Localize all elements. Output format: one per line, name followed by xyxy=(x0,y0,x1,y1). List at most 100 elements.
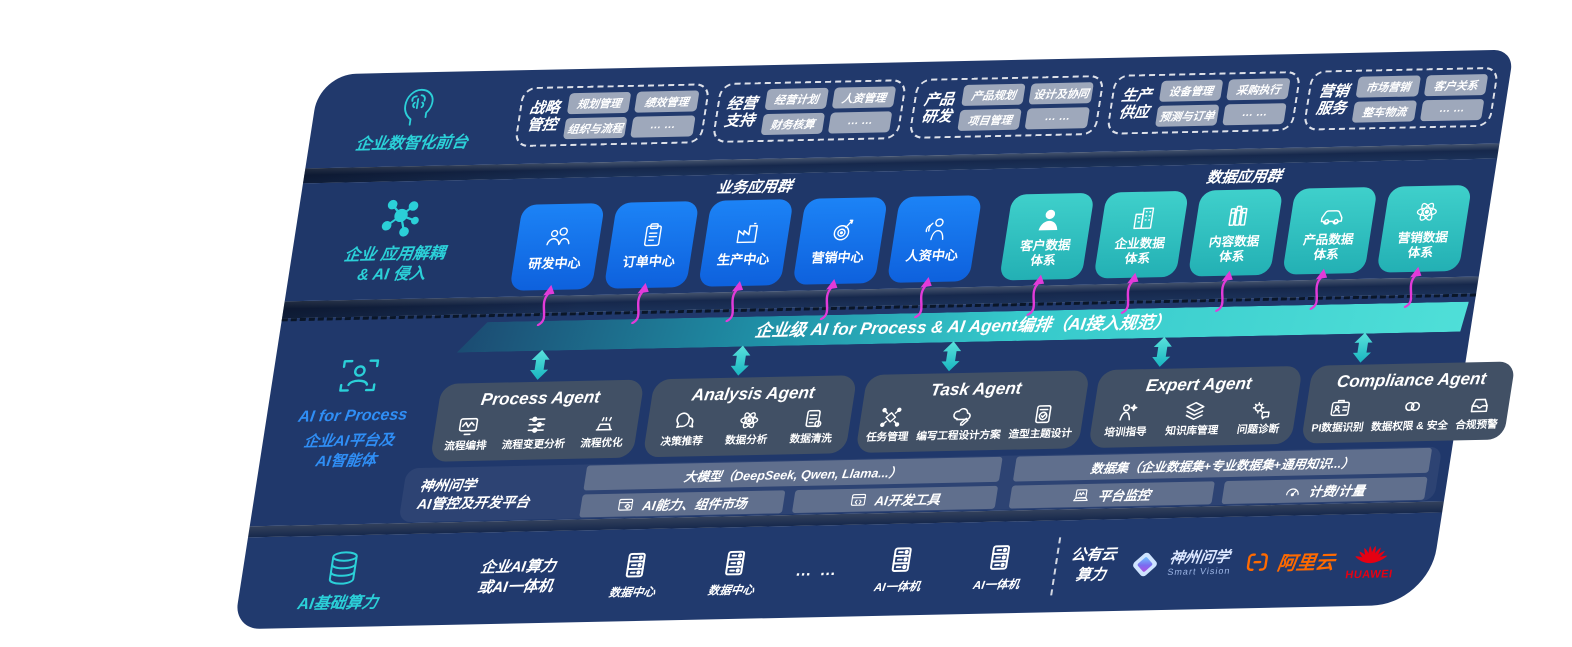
ai-capability-market-cell: AI能力、组件市场 xyxy=(579,490,786,518)
app-layer-label-block: 企业 应用解耦 & AI 侵入 xyxy=(285,179,509,301)
agent-capability: 数据清洗 xyxy=(789,407,837,445)
data-app-box: 产品数据 体系 xyxy=(1282,186,1378,275)
car-icon xyxy=(1316,199,1348,228)
agent-capability: 决策推荐 xyxy=(660,410,708,448)
server-icon xyxy=(718,548,753,579)
decision-chat-icon xyxy=(672,410,697,432)
platform-monitor-cell: 平台监控 xyxy=(1008,481,1215,509)
ai-platform-label-block: AI for Process 企业AI平台及 AI智能体 xyxy=(264,352,443,474)
agent-cards: Process Agent 流程编排 流程变更分析 流程优化 Analysis … xyxy=(429,361,1516,462)
group-supply: 生产 供应 设备管理 采购执行 预测与订单 … … xyxy=(1105,70,1303,135)
person-icon xyxy=(1033,205,1065,234)
group-title: 生产 供应 xyxy=(1117,86,1154,122)
id-card-icon xyxy=(1328,397,1353,419)
module-chip: 预测与订单 xyxy=(1154,104,1220,127)
group-marketing: 营销 服务 市场营销 客户关系 整车物流 … … xyxy=(1302,66,1500,131)
data-app-box: 企业数据 体系 xyxy=(1093,190,1190,279)
group-title: 产品 研发 xyxy=(920,90,956,126)
group-product: 产品 研发 产品规划 设计及协同 项目管理 … … xyxy=(908,75,1105,139)
cloud-pen-icon xyxy=(949,405,974,427)
business-app-box: 研发中心 xyxy=(509,203,606,291)
smartvision-diamond-icon xyxy=(1125,547,1164,582)
module-chip: … … xyxy=(630,115,696,138)
factory-icon xyxy=(731,218,763,247)
monitor-wave-icon xyxy=(456,415,481,437)
team-icon xyxy=(543,222,575,251)
target-icon xyxy=(826,216,858,245)
server-icon xyxy=(983,542,1018,573)
architecture-panel: 企业数智化前台 战略 管控 规划管理 绩效管理 组织与流程 … … 经营 支持 经营… xyxy=(233,49,1516,630)
module-chip: 整车物流 xyxy=(1352,100,1417,123)
datacenter-node: 数据中心 xyxy=(588,549,682,601)
huawei-flower-icon xyxy=(1354,539,1390,568)
module-chip: 规划管理 xyxy=(566,91,632,115)
ai-appliance-node: AI一体机 xyxy=(952,542,1046,594)
billing-metering-cell: 计费/计量 xyxy=(1221,476,1428,505)
data-app-box: 内容数据 体系 xyxy=(1187,188,1284,277)
business-app-box: 营销中心 xyxy=(792,197,889,285)
link-arrow-icon xyxy=(727,345,754,375)
app-layer-label: 企业 应用解耦 & AI 侵入 xyxy=(342,245,447,284)
agent-capability: 编写工程设计方案 xyxy=(915,404,1005,443)
front-office-label: 企业数智化前台 xyxy=(354,134,470,154)
enterprise-compute-label: 企业AI算力 或AI一体机 xyxy=(476,557,558,597)
layers-icon xyxy=(1182,400,1207,422)
agent-capability: 流程编排 xyxy=(443,415,491,453)
laptop-icon xyxy=(1072,487,1092,504)
task-nodes-icon xyxy=(878,406,903,428)
module-chip: … … xyxy=(1222,103,1288,126)
ellipsis-label: … … xyxy=(794,561,840,580)
alert-tray-icon xyxy=(1467,394,1492,416)
module-chip: 产品规划 xyxy=(961,83,1027,106)
ai-dev-tools-cell: AI开发工具 xyxy=(791,485,999,514)
compliance-agent-card: Compliance Agent PI数据识别 数据权限 & 安全 合规预警 xyxy=(1300,361,1516,444)
analysis-agent-card: Analysis Agent 决策推荐 数据分析 数据清洗 xyxy=(642,375,858,458)
module-chip: 绩效管理 xyxy=(634,90,700,113)
infra-label: AI基础算力 xyxy=(296,594,380,614)
module-chip: 人资管理 xyxy=(831,86,897,109)
database-icon xyxy=(320,548,366,589)
data-app-cluster: 数据应用群 客户数据 体系 企业数据 体系 内容数据 体系 xyxy=(988,161,1487,281)
gauge-icon xyxy=(1283,482,1303,499)
module-chip: 设备管理 xyxy=(1158,79,1224,102)
agent-capability: 合规预警 xyxy=(1454,394,1502,432)
doc-gear-icon xyxy=(801,408,826,430)
window-code-icon xyxy=(849,492,869,509)
front-office-label-block: 企业数智化前台 xyxy=(307,82,524,156)
module-chip: 市场营销 xyxy=(1355,75,1421,98)
agent-capability: 任务管理 xyxy=(865,406,913,444)
data-app-box: 营销数据 体系 xyxy=(1376,184,1473,273)
model-group: 大模型（DeepSeek, Qwen, Llama...） AI能力、组件市场 … xyxy=(579,456,1003,518)
link-arrow-icon xyxy=(1349,332,1376,362)
molecule-icon xyxy=(375,195,426,240)
module-chip: 客户关系 xyxy=(1423,73,1489,97)
agent-capability: 流程优化 xyxy=(579,412,627,450)
module-chip: 经营计划 xyxy=(764,87,829,111)
links-icon xyxy=(1400,395,1425,417)
group-strategy: 战略 管控 规划管理 绩效管理 组织与流程 … … xyxy=(513,83,711,148)
people-motion-icon xyxy=(920,214,952,243)
dev-platform-label: 神州问学 AI管控及开发平台 xyxy=(415,476,531,512)
public-cloud-label: 公有云 算力 xyxy=(1069,545,1118,584)
ai-platform-band: AI for Process 企业AI平台及 AI智能体 企业级 AI for P… xyxy=(249,293,1516,527)
business-app-box: 人资中心 xyxy=(886,195,983,283)
agent-capability: 造型主题设计 xyxy=(1008,402,1077,441)
group-title: 营销 服务 xyxy=(1314,82,1351,118)
business-app-box: 订单中心 xyxy=(603,201,700,289)
module-chip: 设计及协同 xyxy=(1028,82,1094,105)
business-app-box: 生产中心 xyxy=(698,199,794,287)
smartvision-logo: 神州问学 Smart Vision xyxy=(1125,546,1235,582)
training-icon xyxy=(1116,401,1141,423)
agent-capability: 培训指导 xyxy=(1103,401,1151,439)
aliyun-bracket-icon xyxy=(1243,549,1273,576)
huawei-logo: HUAWEI xyxy=(1344,539,1398,581)
expert-agent-card: Expert Agent 培训指导 知识库管理 问题诊断 xyxy=(1088,365,1303,449)
module-chip: 组织与流程 xyxy=(562,116,628,140)
module-chip: … … xyxy=(1419,98,1485,122)
dashed-divider xyxy=(1050,537,1062,596)
group-title: 战略 管控 xyxy=(525,99,562,134)
agent-capability: PI数据识别 xyxy=(1310,396,1368,434)
module-chip: … … xyxy=(1025,107,1090,130)
books-icon xyxy=(1222,201,1254,230)
server-icon xyxy=(619,550,654,581)
